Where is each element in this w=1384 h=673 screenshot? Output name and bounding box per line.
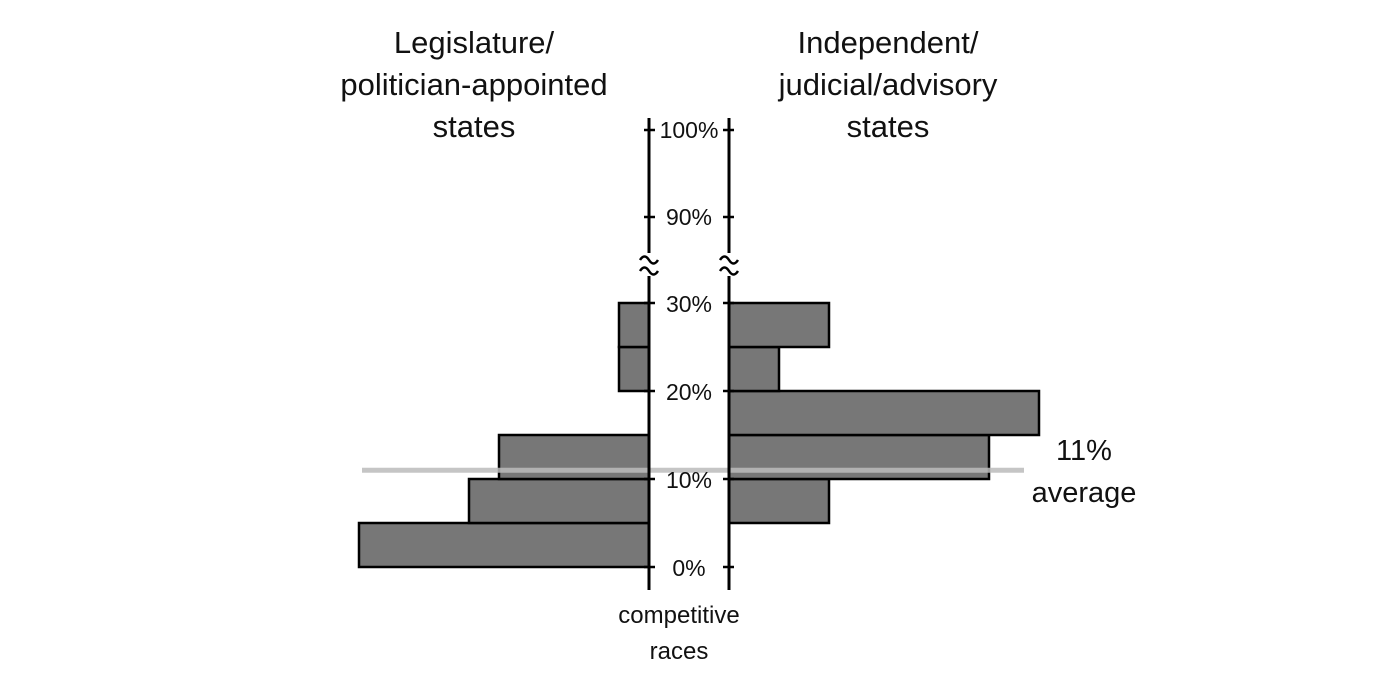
left-bar-0-5 — [357, 521, 651, 569]
average-annotation: 11% average — [1032, 435, 1137, 509]
right-axis-break-mark-1 — [718, 255, 740, 265]
tick-label-20: 20% — [666, 379, 712, 405]
y-tick-labels: 0% 10% 20% 30% 90% 100% — [660, 117, 719, 581]
bars-layer — [357, 301, 1041, 569]
y-axis-label: competitive races — [618, 602, 739, 665]
left-panel-title: Legislature/ politician-appointed states — [340, 25, 607, 144]
left-axis-break-mark-1 — [638, 255, 660, 265]
right-title-line-3: states — [847, 109, 930, 144]
ylabel-line-1: competitive — [618, 602, 739, 629]
average-label-line-1: 11% — [1056, 435, 1112, 467]
tick-label-30: 30% — [666, 291, 712, 317]
left-bar-5-10 — [467, 477, 651, 525]
right-bar-25-30 — [727, 301, 831, 349]
axes-layer — [638, 118, 740, 590]
left-bar-25-30 — [617, 301, 651, 349]
right-axis-break-mark-2 — [718, 266, 740, 276]
tick-label-100: 100% — [660, 117, 719, 143]
right-panel-title: Independent/ judicial/advisory states — [778, 25, 998, 144]
right-bar-20-25 — [727, 345, 781, 393]
left-title-line-1: Legislature/ — [394, 25, 555, 60]
tick-label-90: 90% — [666, 204, 712, 230]
left-bar-20-25 — [617, 345, 651, 393]
left-title-line-3: states — [433, 109, 516, 144]
ylabel-line-2: races — [650, 638, 709, 665]
right-bar-5-10 — [727, 477, 831, 525]
right-bar-15-20 — [727, 389, 1041, 437]
right-title-line-1: Independent/ — [797, 25, 978, 60]
right-title-line-2: judicial/advisory — [778, 67, 998, 102]
left-axis-break-mark-2 — [638, 266, 660, 276]
average-label-line-2: average — [1032, 477, 1137, 509]
tick-label-0: 0% — [672, 555, 705, 581]
tick-label-10: 10% — [666, 467, 712, 493]
left-title-line-2: politician-appointed — [340, 67, 607, 102]
